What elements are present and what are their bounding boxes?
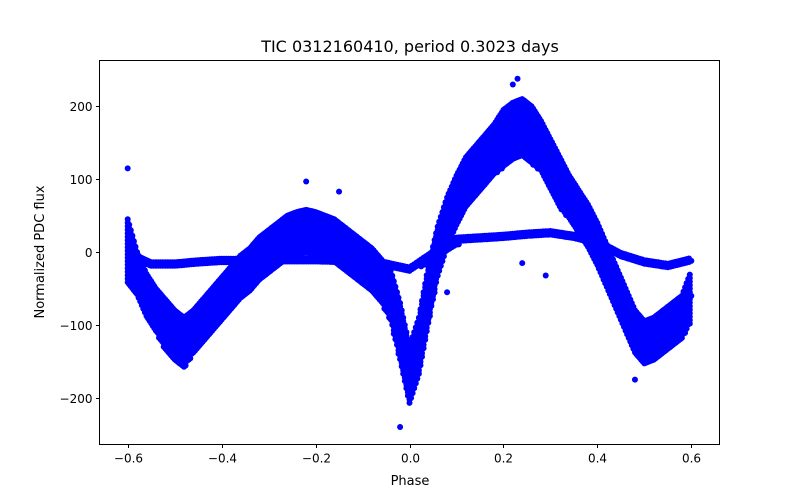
data-point bbox=[425, 319, 432, 326]
data-point bbox=[412, 380, 419, 387]
data-point bbox=[406, 399, 413, 406]
data-point bbox=[431, 289, 438, 296]
data-point bbox=[187, 355, 194, 362]
data-point bbox=[439, 258, 446, 265]
data-point bbox=[426, 313, 433, 319]
data-point bbox=[428, 302, 435, 309]
data-point bbox=[408, 395, 415, 401]
data-point bbox=[437, 262, 444, 269]
data-point bbox=[411, 385, 418, 392]
data-point bbox=[182, 362, 189, 369]
data-point bbox=[436, 267, 443, 274]
series-0 bbox=[124, 96, 695, 406]
data-point bbox=[419, 353, 425, 360]
data-point bbox=[409, 390, 416, 397]
data-point bbox=[422, 336, 429, 343]
data-point bbox=[423, 328, 430, 335]
data-point bbox=[434, 272, 441, 279]
data-point bbox=[415, 370, 422, 377]
data-point bbox=[414, 375, 421, 382]
data-point bbox=[430, 296, 436, 303]
data-point bbox=[433, 279, 440, 286]
data-points bbox=[124, 75, 695, 431]
data-point bbox=[417, 362, 424, 369]
data-point bbox=[420, 345, 427, 352]
